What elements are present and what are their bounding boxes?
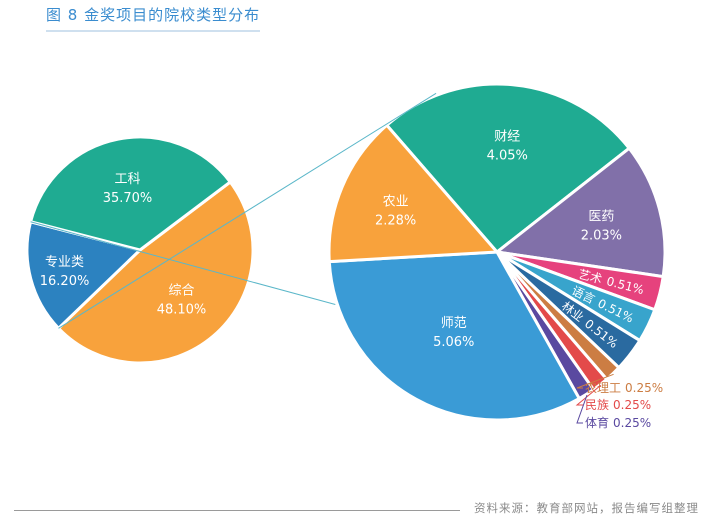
- slice-value-label: 5.06%: [433, 335, 474, 350]
- outside-label-group: 民族 0.25%: [585, 398, 651, 412]
- slice-label: 民族: [585, 398, 609, 412]
- slice-label: 体育: [585, 415, 609, 430]
- slice-value-label: 48.10%: [157, 303, 207, 318]
- left-pie-slice: [25, 219, 143, 331]
- slice-label: 农理工: [585, 381, 621, 395]
- slice-value-label: 35.70%: [103, 191, 153, 206]
- slice-value-label: 0.25%: [613, 398, 651, 412]
- right-pie-slice: [493, 146, 667, 279]
- slice-value-label: 0.25%: [625, 381, 663, 395]
- slice-value-label: 2.28%: [375, 213, 416, 228]
- slice-label: 财经: [494, 129, 520, 144]
- connector-line-top: [58, 92, 437, 329]
- slice-label: 医药: [588, 209, 614, 224]
- left-pie-slice: [56, 179, 255, 365]
- right-pie-slice: [327, 250, 582, 422]
- leader-line: [575, 384, 602, 406]
- slice-value-label: 0.25%: [613, 416, 651, 430]
- slice-label: 艺术: [577, 267, 604, 286]
- outside-label-group: 农理工 0.25%: [585, 381, 663, 395]
- leader-line: [576, 373, 614, 389]
- connector-line-bottom: [30, 221, 336, 306]
- slice-label: 农业: [383, 194, 409, 209]
- slice-label: 综合: [168, 284, 194, 299]
- outside-label-group: 体育 0.25%: [585, 415, 651, 430]
- leader-line: [576, 394, 588, 424]
- right-pie-slice: [384, 82, 632, 255]
- slice-value-label: 16.20%: [40, 274, 90, 289]
- slice-label: 专业类: [45, 255, 84, 270]
- figure-title: 图 8 金奖项目的院校类型分布: [46, 6, 261, 24]
- slice-label: 师范: [441, 316, 467, 331]
- slice-value-label: 4.05%: [487, 148, 528, 163]
- footer-divider: [14, 510, 460, 511]
- right-pie-slice: [327, 123, 501, 264]
- source-note: 资料来源：教育部网站，报告编写组整理: [474, 501, 699, 515]
- left-pie-slice: [28, 135, 233, 252]
- title-underline: [46, 30, 260, 32]
- slice-label: 工科: [114, 172, 140, 187]
- slice-value-label: 2.03%: [581, 228, 622, 243]
